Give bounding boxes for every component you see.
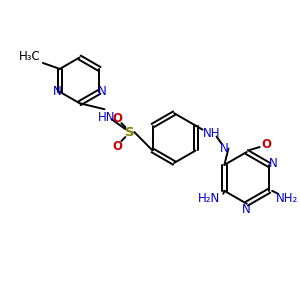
Text: H₃C: H₃C <box>19 50 41 64</box>
Text: H₂N: H₂N <box>198 192 220 205</box>
Text: N: N <box>242 203 251 216</box>
Text: HN: HN <box>98 111 115 124</box>
Text: NH: NH <box>203 127 220 140</box>
Text: NH₂: NH₂ <box>276 192 298 205</box>
Text: N: N <box>52 85 61 98</box>
Text: O: O <box>112 112 122 125</box>
Text: N: N <box>220 142 229 155</box>
Text: N: N <box>269 158 278 170</box>
Text: O: O <box>112 140 122 152</box>
Text: O: O <box>262 137 272 151</box>
Text: N: N <box>98 85 107 98</box>
Text: S: S <box>124 126 134 139</box>
